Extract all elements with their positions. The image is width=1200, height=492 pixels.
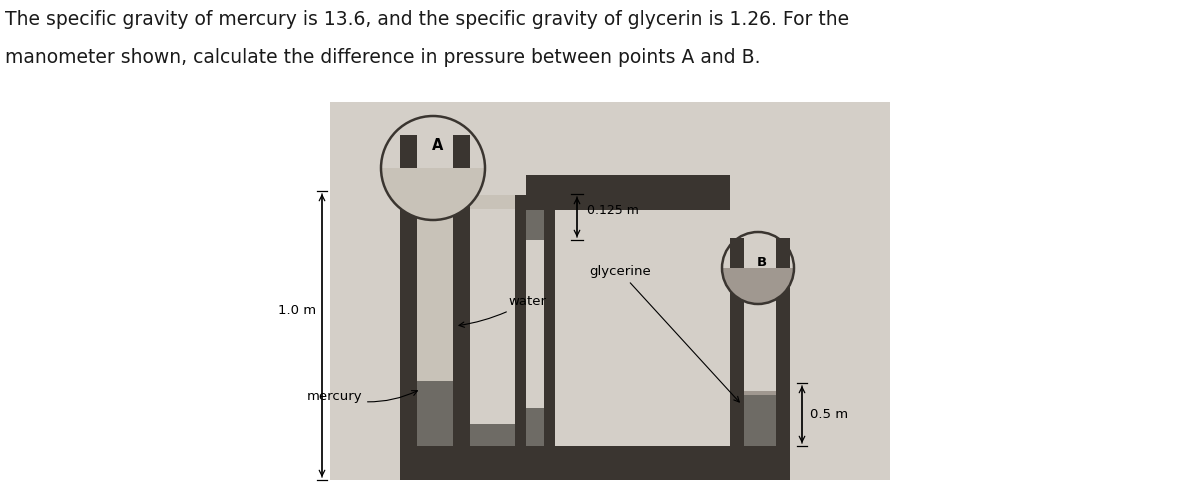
- Polygon shape: [744, 391, 776, 395]
- Text: mercury: mercury: [306, 390, 418, 403]
- Text: 0.125 m: 0.125 m: [587, 205, 638, 217]
- Polygon shape: [515, 195, 526, 446]
- Polygon shape: [400, 135, 418, 446]
- Polygon shape: [730, 450, 744, 480]
- Polygon shape: [730, 238, 744, 450]
- Text: B: B: [757, 256, 767, 270]
- Polygon shape: [526, 408, 544, 446]
- Polygon shape: [776, 450, 790, 480]
- Polygon shape: [730, 450, 790, 470]
- Text: glycerine: glycerine: [589, 265, 739, 402]
- Polygon shape: [454, 135, 470, 446]
- Polygon shape: [400, 446, 554, 480]
- Text: The specific gravity of mercury is 13.6, and the specific gravity of glycerin is: The specific gravity of mercury is 13.6,…: [5, 10, 850, 29]
- Polygon shape: [382, 168, 485, 220]
- Polygon shape: [776, 238, 790, 450]
- Polygon shape: [544, 446, 744, 479]
- Polygon shape: [526, 175, 730, 195]
- Text: 1.0 m: 1.0 m: [278, 304, 316, 317]
- Polygon shape: [526, 195, 730, 210]
- Text: A: A: [432, 139, 444, 154]
- Polygon shape: [526, 446, 790, 480]
- Polygon shape: [418, 191, 454, 381]
- Polygon shape: [526, 200, 544, 240]
- Bar: [330, 102, 890, 480]
- Polygon shape: [454, 424, 526, 446]
- Polygon shape: [418, 381, 454, 446]
- Text: 0.5 m: 0.5 m: [810, 408, 848, 421]
- Text: manometer shown, calculate the difference in pressure between points A and B.: manometer shown, calculate the differenc…: [5, 48, 761, 67]
- Polygon shape: [544, 195, 554, 446]
- Polygon shape: [722, 268, 794, 304]
- Text: water: water: [458, 295, 546, 327]
- Polygon shape: [744, 391, 776, 446]
- Polygon shape: [454, 195, 526, 209]
